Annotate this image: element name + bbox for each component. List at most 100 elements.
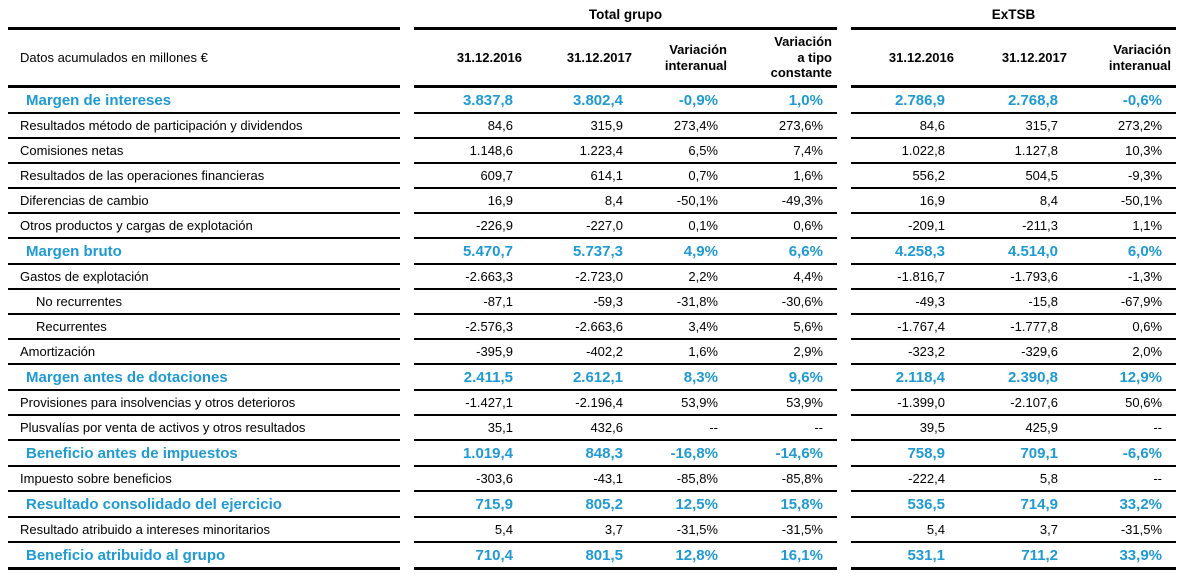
cell-extsb: 4.514,0 <box>959 238 1072 265</box>
row-label: Resultados de las operaciones financiera… <box>8 163 400 189</box>
column-gap <box>837 517 851 542</box>
row-label: Comisiones netas <box>8 138 400 164</box>
cell-total-grupo: 53,9% <box>732 390 837 416</box>
column-gap <box>400 163 414 188</box>
column-gap <box>837 542 851 569</box>
column-gap <box>400 466 414 491</box>
cell-total-grupo: -30,6% <box>732 289 837 315</box>
column-gap <box>400 238 414 264</box>
cell-total-grupo: -303,6 <box>414 466 527 492</box>
cell-total-grupo: 2,9% <box>732 339 837 365</box>
cell-extsb: -222,4 <box>851 466 959 492</box>
table-row: Margen bruto 5.470,7 5.737,3 4,9% 6,6% 4.258,… <box>8 238 1177 265</box>
column-gap <box>400 2 414 29</box>
column-gap <box>837 415 851 440</box>
cell-total-grupo: 2.411,5 <box>414 364 527 391</box>
cell-extsb: 425,9 <box>959 415 1072 441</box>
cell-extsb: 711,2 <box>959 542 1072 570</box>
column-gap <box>837 339 851 364</box>
column-gap <box>400 264 414 289</box>
row-label: Provisiones para insolvencias y otros de… <box>8 390 400 416</box>
cell-total-grupo: -31,5% <box>637 517 732 543</box>
cell-extsb: 714,9 <box>959 491 1072 518</box>
col-header-tg-2016: 31.12.2016 <box>414 28 527 88</box>
cell-extsb: 12,9% <box>1072 364 1177 391</box>
table-row: Diferencias de cambio 16,9 8,4 -50,1% -49,3%… <box>8 188 1177 214</box>
table-row: Recurrentes -2.576,3 -2.663,6 3,4% 5,6% -1.76… <box>8 314 1177 340</box>
cell-extsb: 6,0% <box>1072 238 1177 265</box>
cell-extsb: 2.390,8 <box>959 364 1072 391</box>
group-header-extsb: ExTSB <box>851 2 1177 30</box>
cell-extsb: -1.816,7 <box>851 264 959 290</box>
cell-total-grupo: 7,4% <box>732 138 837 164</box>
cell-total-grupo: -31,5% <box>732 517 837 543</box>
cell-total-grupo: 1,6% <box>732 163 837 189</box>
cell-extsb: 2.118,4 <box>851 364 959 391</box>
cell-extsb: -49,3 <box>851 289 959 315</box>
col-header-ex-2016: 31.12.2016 <box>851 28 959 88</box>
row-label: Gastos de explotación <box>8 264 400 290</box>
cell-total-grupo: -- <box>732 415 837 441</box>
column-gap <box>400 415 414 440</box>
cell-extsb: 5,8 <box>959 466 1072 492</box>
table-row: Beneficio antes de impuestos 1.019,4 848,3… <box>8 440 1177 467</box>
cell-total-grupo: 84,6 <box>414 113 527 139</box>
cell-total-grupo: -2.663,6 <box>527 314 637 340</box>
column-gap <box>400 339 414 364</box>
table-row: Gastos de explotación -2.663,3 -2.723,0 2,2… <box>8 264 1177 290</box>
cell-extsb: -- <box>1072 466 1177 492</box>
cell-total-grupo: 1.019,4 <box>414 440 527 467</box>
cell-extsb: 2.786,9 <box>851 86 959 114</box>
cell-extsb: 1.127,8 <box>959 138 1072 164</box>
column-gap <box>400 517 414 542</box>
cell-extsb: -50,1% <box>1072 188 1177 214</box>
cell-extsb: 273,2% <box>1072 113 1177 139</box>
column-gap <box>837 113 851 138</box>
cell-total-grupo: 1.148,6 <box>414 138 527 164</box>
column-gap <box>400 138 414 163</box>
cell-extsb: 315,7 <box>959 113 1072 139</box>
column-gap <box>837 87 851 114</box>
cell-total-grupo: 4,9% <box>637 238 732 265</box>
cell-total-grupo: 0,6% <box>732 213 837 239</box>
cell-total-grupo: 35,1 <box>414 415 527 441</box>
column-gap <box>400 440 414 466</box>
cell-total-grupo: 614,1 <box>527 163 637 189</box>
column-gap <box>837 29 851 87</box>
cell-total-grupo: -49,3% <box>732 188 837 214</box>
cell-total-grupo: 805,2 <box>527 491 637 518</box>
column-gap <box>400 113 414 138</box>
col-header-tg-variacion-interanual: Variación interanual <box>637 28 732 88</box>
cell-total-grupo: -1.427,1 <box>414 390 527 416</box>
cell-total-grupo: 12,8% <box>637 542 732 570</box>
cell-total-grupo: 16,9 <box>414 188 527 214</box>
row-label: Recurrentes <box>8 314 400 340</box>
cell-extsb: 504,5 <box>959 163 1072 189</box>
column-gap <box>400 491 414 517</box>
cell-extsb: -1.399,0 <box>851 390 959 416</box>
row-label: Resultados método de participación y div… <box>8 113 400 139</box>
cell-total-grupo: 609,7 <box>414 163 527 189</box>
table-row: Resultado consolidado del ejercicio 715,9… <box>8 491 1177 518</box>
cell-total-grupo: 16,1% <box>732 542 837 570</box>
cell-total-grupo: 273,4% <box>637 113 732 139</box>
column-gap <box>837 238 851 264</box>
cell-total-grupo: 53,9% <box>637 390 732 416</box>
column-gap <box>837 264 851 289</box>
table-row: Impuesto sobre beneficios -303,6 -43,1 -85,… <box>8 466 1177 492</box>
cell-total-grupo: 15,8% <box>732 491 837 518</box>
cell-extsb: -6,6% <box>1072 440 1177 467</box>
column-header-row: Datos acumulados en millones € 31.12.201… <box>8 28 1177 88</box>
cell-total-grupo: -87,1 <box>414 289 527 315</box>
column-gap <box>400 289 414 314</box>
table-row: Plusvalías por venta de activos y otros … <box>8 415 1177 441</box>
cell-total-grupo: 2,2% <box>637 264 732 290</box>
cell-extsb: 16,9 <box>851 188 959 214</box>
cell-extsb: 0,6% <box>1072 314 1177 340</box>
cell-extsb: -67,9% <box>1072 289 1177 315</box>
cell-extsb: 50,6% <box>1072 390 1177 416</box>
table-row: Provisiones para insolvencias y otros de… <box>8 390 1177 416</box>
cell-extsb: 4.258,3 <box>851 238 959 265</box>
cell-extsb: 10,3% <box>1072 138 1177 164</box>
cell-total-grupo: 273,6% <box>732 113 837 139</box>
